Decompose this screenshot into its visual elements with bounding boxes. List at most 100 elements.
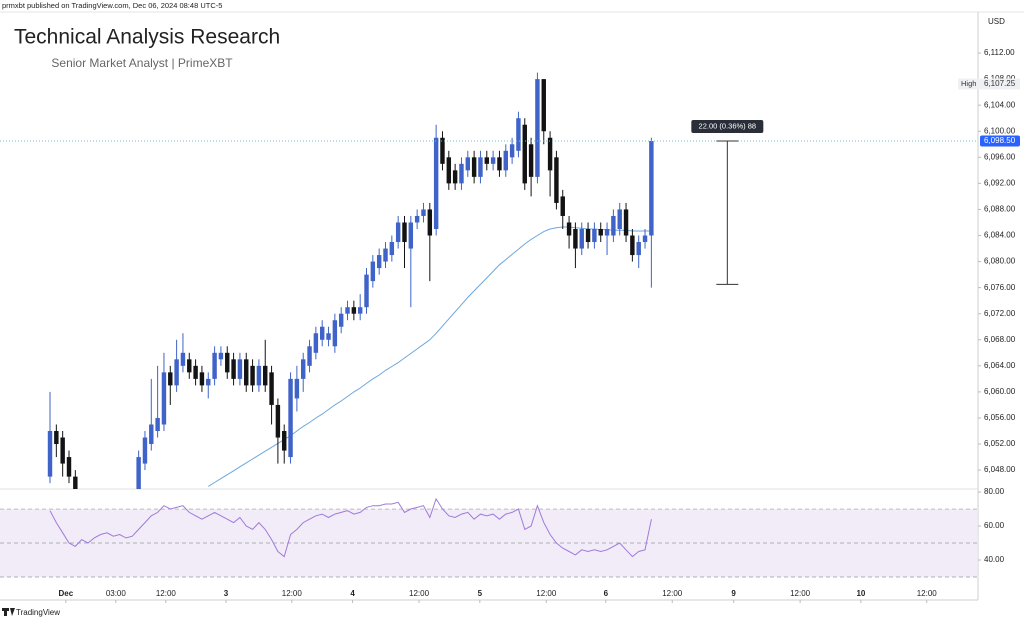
candle-body <box>465 157 471 171</box>
candle-body <box>269 372 274 405</box>
y-tick-label: 6,052.00 <box>984 439 1016 448</box>
candle-body <box>566 222 572 236</box>
y-tick-label: 6,100.00 <box>984 126 1016 135</box>
candle-body <box>275 404 281 438</box>
candle-body <box>161 372 167 425</box>
high-name: High <box>961 79 976 88</box>
candle-body <box>611 215 616 236</box>
candle-body <box>471 157 477 177</box>
x-tick-label: 12:00 <box>282 589 303 598</box>
publisher-note: prmxbt published on TradingView.com, Dec… <box>2 1 222 10</box>
candle-body <box>338 313 344 327</box>
candle-body <box>389 242 395 256</box>
candle-body <box>541 79 546 132</box>
candle-body <box>509 144 515 158</box>
candle-body <box>263 365 268 386</box>
candle-body <box>149 424 154 445</box>
x-tick-label: 12:00 <box>662 589 683 598</box>
candle-body <box>225 352 230 373</box>
candle-body <box>497 157 502 171</box>
y-tick-label: 6,092.00 <box>984 178 1016 187</box>
rsi-tick-label: 40.00 <box>984 555 1005 564</box>
candle-body <box>60 437 65 464</box>
y-tick-label: 6,104.00 <box>984 100 1016 109</box>
chart-subtitle: Senior Market Analyst | PrimeXBT <box>51 56 233 70</box>
x-tick-label: 03:00 <box>106 589 127 598</box>
candle-body <box>155 417 160 432</box>
candle-body <box>604 228 610 236</box>
candle-body <box>478 157 483 177</box>
candle-body <box>206 378 211 386</box>
candle-body <box>66 457 72 477</box>
rsi-tick-label: 80.00 <box>984 487 1005 496</box>
candle-body <box>199 372 205 386</box>
x-tick-label: 10 <box>856 589 865 598</box>
candle-body <box>484 157 489 164</box>
candle-body <box>642 235 648 243</box>
candle-body <box>136 457 141 489</box>
candle-body <box>427 209 433 236</box>
candle-body <box>376 255 382 269</box>
x-tick-label: Dec <box>58 589 73 598</box>
candle-body <box>585 228 591 243</box>
candle-body <box>168 372 173 386</box>
y-tick-label: 6,056.00 <box>984 413 1016 422</box>
y-tick-label: 6,096.00 <box>984 152 1016 161</box>
candle-body <box>490 157 496 164</box>
candle-body <box>282 431 287 451</box>
candle-body <box>560 196 565 216</box>
candle-body <box>636 242 641 256</box>
x-tick-label: 12:00 <box>790 589 811 598</box>
y-tick-label: 6,084.00 <box>984 231 1016 240</box>
y-tick-label: 6,060.00 <box>984 387 1016 396</box>
candle-body <box>357 307 363 314</box>
candle-body <box>231 359 236 379</box>
logo-icon <box>2 608 15 616</box>
candle-body <box>395 222 401 243</box>
candle-body <box>345 307 350 314</box>
candle-body <box>237 359 243 379</box>
candle-body <box>446 157 452 184</box>
candle-body <box>535 79 540 177</box>
y-tick-label: 6,072.00 <box>984 309 1016 318</box>
candle-body <box>554 157 559 203</box>
candle-body <box>433 137 439 229</box>
measure-box <box>691 120 764 134</box>
x-tick-label: 12:00 <box>156 589 177 598</box>
x-tick-label: 5 <box>478 589 483 598</box>
chart-title: Technical Analysis Research <box>14 26 280 49</box>
candle-body <box>288 378 293 458</box>
candle-body <box>73 476 78 489</box>
candle-body <box>459 163 464 184</box>
x-tick-label: 6 <box>604 589 609 598</box>
candle-body <box>579 228 584 249</box>
high-label: 6,107.25 <box>984 79 1016 88</box>
brand-name: TradingView <box>16 608 60 617</box>
candle-body <box>408 222 414 249</box>
candle-body <box>617 209 622 229</box>
y-tick-label: 6,076.00 <box>984 283 1016 292</box>
candle-body <box>294 378 300 399</box>
last-price-label: 6,098.50 <box>984 136 1016 145</box>
candle-body <box>440 137 445 164</box>
candle-body <box>174 359 179 386</box>
price-pane <box>0 72 978 489</box>
rsi-line <box>49 497 652 558</box>
currency-label: USD <box>988 17 1005 26</box>
candle-body <box>528 144 534 177</box>
candle-body <box>351 307 357 314</box>
candle-body <box>573 228 578 249</box>
candle-body <box>370 261 376 282</box>
candle-body <box>54 431 59 445</box>
candle-body <box>250 365 255 386</box>
rsi-band-fill <box>0 509 978 578</box>
candle-body <box>180 352 186 366</box>
candle-body <box>313 333 319 353</box>
rsi-tick-label: 60.00 <box>984 521 1005 530</box>
y-tick-label: 6,080.00 <box>984 257 1016 266</box>
candle-body <box>630 235 635 256</box>
candle-body <box>503 150 508 171</box>
brand-logo: TradingView <box>2 608 60 617</box>
y-tick-label: 6,048.00 <box>984 465 1016 474</box>
